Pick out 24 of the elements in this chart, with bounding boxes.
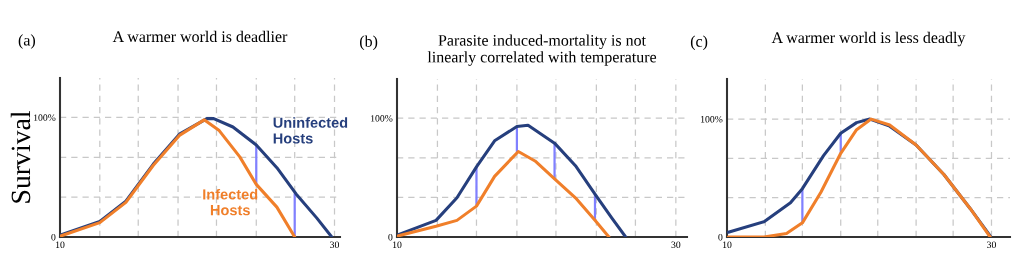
chart-title: A warmer world is less deadly — [771, 31, 966, 47]
x-tick-label: 30 — [987, 241, 996, 249]
x-tick-label: 10 — [392, 241, 402, 249]
y-tick-label: 0 — [51, 233, 56, 241]
y-axis-title: Survival — [10, 110, 31, 203]
series-label: Infected Hosts — [203, 188, 258, 216]
line-series — [727, 117, 992, 237]
chart-title: Parasite induced-mortality is not linearly correlated with temperature — [427, 34, 657, 66]
line-series — [397, 123, 628, 237]
y-tick-label: 100% — [371, 115, 393, 122]
x-tick-label: 10 — [722, 241, 732, 249]
text: (a) — [18, 34, 36, 49]
x-tick-label: 10 — [55, 241, 65, 249]
series-label: Uninfected Hosts — [273, 117, 348, 144]
y-tick-label: 0 — [388, 233, 393, 241]
x-tick-label: 30 — [671, 241, 681, 249]
text: (b) — [360, 35, 378, 50]
x-tick-label: 30 — [330, 241, 339, 249]
text: (c) — [690, 35, 708, 50]
chart-title: A warmer world is deadlier — [112, 30, 288, 43]
line-series — [397, 149, 611, 237]
y-tick-label: 0 — [718, 233, 723, 241]
y-tick-label: 100% — [701, 116, 723, 123]
y-tick-label: 100% — [34, 114, 56, 121]
